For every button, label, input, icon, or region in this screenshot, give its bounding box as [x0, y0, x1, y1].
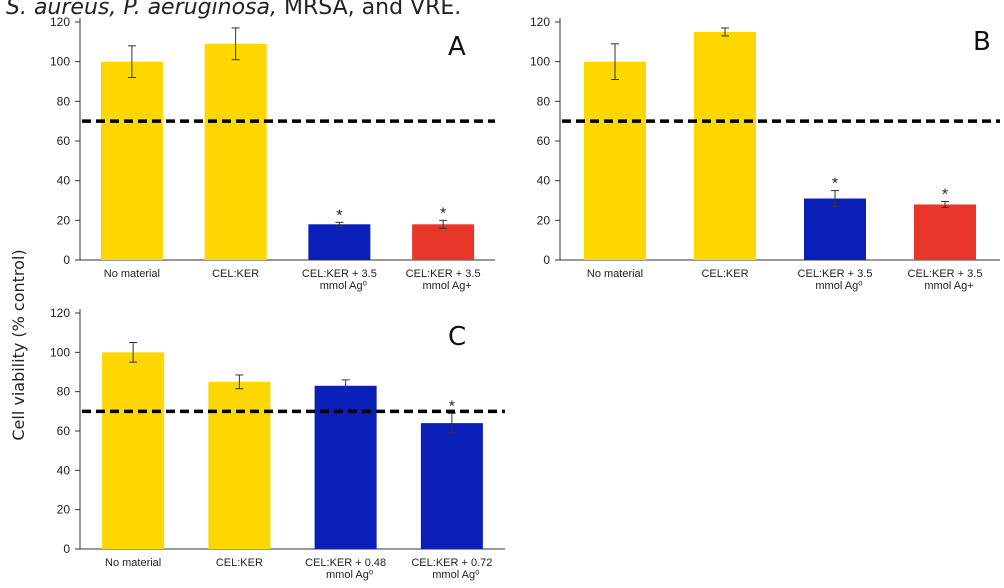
caption: S. aureus, P. aeruginosa, MRSA, and VRE. — [6, 0, 461, 20]
bar-c-4 — [420, 423, 483, 549]
error-bar-a-3 — [335, 221, 344, 227]
significance-star-a-3: * — [336, 207, 342, 224]
bar-b-2 — [694, 31, 756, 260]
panel-a: 0 20 40 60 80 100 120 No material CEL:KER * CEL:KE… — [50, 15, 495, 292]
x-tick-label-a-1: No material — [104, 268, 160, 280]
bar-c-2 — [208, 381, 271, 549]
significance-star-b-4: * — [942, 186, 948, 203]
y-tick-label-a: 100 — [50, 55, 70, 69]
x-tick-label-c-3: CEL:KER + 0.48 mmol Ag⁰ — [305, 557, 386, 581]
bar-a-4 — [412, 224, 475, 260]
x-tick-label-c-1: No material — [105, 557, 161, 569]
bar-b-4 — [914, 204, 976, 260]
bar-b-1 — [584, 61, 646, 260]
y-tick-label-a: 40 — [57, 174, 71, 188]
y-axis-label: Cell viability (% control) — [9, 249, 28, 440]
panel-c: 0 20 40 60 80 100 120 No material CEL:KER CEL:KER… — [50, 306, 505, 581]
y-tick-label-b: 0 — [543, 253, 550, 267]
caption-plain: MRSA, and VRE. — [277, 0, 461, 20]
error-bar-b-1 — [611, 43, 619, 81]
y-tick-label-b: 80 — [537, 94, 551, 108]
y-tick-label-c: 80 — [57, 385, 71, 399]
panel-b: 0 20 40 60 80 100 120 No material CEL:KER * CEL:KE… — [530, 15, 1000, 292]
x-tick-label-b-2: CEL:KER — [701, 268, 748, 280]
y-tick-label-c: 0 — [63, 542, 70, 556]
y-tick-label-a: 0 — [63, 253, 70, 267]
x-tick-label-a-2: CEL:KER — [212, 268, 259, 280]
bar-a-2 — [204, 43, 267, 260]
y-tick-label-a: 20 — [57, 213, 71, 227]
y-tick-label-c: 100 — [50, 345, 70, 359]
error-bar-b-3 — [831, 190, 839, 207]
y-tick-label-a: 60 — [57, 134, 71, 148]
y-tick-label-b: 60 — [537, 134, 551, 148]
significance-star-b-3: * — [832, 176, 838, 193]
x-tick-label-a-4: CEL:KER + 3.5 mmol Ag+ — [406, 268, 481, 292]
x-tick-label-a-3: CEL:KER + 3.5 mmol Ag⁰ — [302, 268, 377, 292]
error-bar-a-1 — [127, 45, 136, 79]
y-tick-label-c: 60 — [57, 424, 71, 438]
panel-letter-c: C — [448, 322, 466, 352]
error-bar-b-4 — [941, 200, 949, 208]
y-tick-label-b: 40 — [537, 174, 551, 188]
y-tick-label-b: 20 — [537, 213, 551, 227]
bar-b-3 — [804, 198, 866, 260]
y-tick-label-c: 40 — [57, 463, 71, 477]
panel-letter-a: A — [448, 32, 466, 62]
y-tick-label-c: 20 — [57, 503, 71, 517]
error-bar-a-4 — [439, 219, 448, 229]
panel-letter-b: B — [973, 27, 991, 57]
error-bar-c-3 — [341, 379, 350, 393]
error-bar-c-2 — [235, 374, 244, 390]
error-bar-c-1 — [129, 342, 138, 363]
x-tick-label-b-3: CEL:KER + 3.5 mmol Ag⁰ — [798, 268, 873, 292]
x-tick-label-b-4: CEL:KER + 3.5 mmol Ag+ — [908, 268, 983, 292]
y-tick-label-b: 120 — [530, 15, 550, 29]
bar-a-1 — [100, 61, 163, 260]
error-bar-b-2 — [721, 27, 729, 37]
error-bar-c-4 — [447, 412, 456, 434]
significance-star-c-4: * — [449, 398, 455, 415]
y-tick-label-a: 120 — [50, 15, 70, 29]
bar-a-3 — [308, 224, 371, 260]
x-tick-label-b-1: No material — [587, 268, 643, 280]
y-tick-label-a: 80 — [57, 94, 71, 108]
significance-star-a-4: * — [440, 205, 446, 222]
x-tick-label-c-4: CEL:KER + 0.72 mmol Ag⁰ — [411, 557, 492, 581]
y-tick-label-c: 120 — [50, 306, 70, 320]
x-tick-label-c-2: CEL:KER — [216, 557, 263, 569]
y-tick-label-b: 100 — [530, 55, 550, 69]
bar-c-1 — [102, 352, 165, 549]
caption-italic: S. aureus, P. aeruginosa, — [6, 0, 277, 20]
error-bar-a-2 — [231, 27, 240, 61]
